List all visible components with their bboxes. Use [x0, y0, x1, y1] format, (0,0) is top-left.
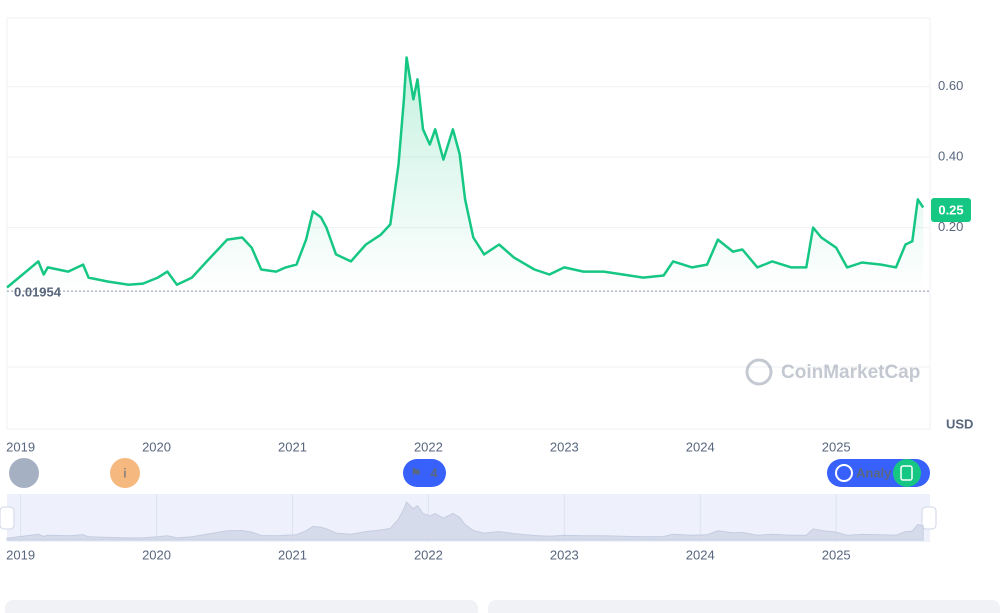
price-badge: [931, 197, 971, 222]
plot-frame: [6, 17, 931, 430]
currency-label: USD: [946, 416, 973, 431]
x-tick-label: 2025: [822, 439, 851, 454]
navigator-tick-label: 2021: [278, 547, 307, 562]
navigator-handle[interactable]: [921, 506, 937, 530]
history-icon[interactable]: [9, 458, 39, 488]
x-tick-label: 2024: [686, 439, 715, 454]
x-tick-label: 2019: [6, 439, 35, 454]
navigator-tick-label: 2025: [822, 547, 851, 562]
tab-card[interactable]: [488, 600, 1000, 613]
x-tick-label: 2021: [278, 439, 307, 454]
logo: CoinMarketCap: [745, 358, 920, 386]
y-tick-label: 0.40: [938, 149, 963, 164]
price-line: [6, 56, 925, 289]
x-tick-label: 2020: [142, 439, 171, 454]
doc-glyph: [900, 465, 913, 481]
watermark: CoinMarketCap: [781, 362, 920, 383]
navigator-tick-label: 2022: [414, 547, 443, 562]
analysis-icon: [835, 464, 853, 482]
y-tick-label: 0.60: [938, 78, 963, 93]
price-area: [7, 57, 924, 292]
analysis-label: Analy: [856, 465, 892, 480]
flag-count: 4: [430, 465, 438, 480]
x-tick-label: 2023: [550, 439, 579, 454]
navigator-tick-label: 2019: [6, 547, 35, 562]
navigator-handle[interactable]: [0, 506, 15, 530]
navigator-tick-label: 2023: [550, 547, 579, 562]
price-badge-label: 0.25: [938, 202, 963, 217]
info-glyph: i: [124, 465, 127, 480]
y-tick-label: 0.20: [938, 219, 963, 234]
info-icon[interactable]: [110, 458, 140, 488]
x-tick-label: 2022: [414, 439, 443, 454]
doc-icon[interactable]: [893, 459, 921, 487]
flag-glyph: ⚑: [410, 465, 422, 480]
tab-card[interactable]: [5, 600, 478, 613]
navigator-tick-label: 2020: [142, 547, 171, 562]
navigator-tick-label: 2024: [686, 547, 715, 562]
navigator-area: [6, 501, 924, 541]
events-flag[interactable]: [403, 459, 446, 487]
